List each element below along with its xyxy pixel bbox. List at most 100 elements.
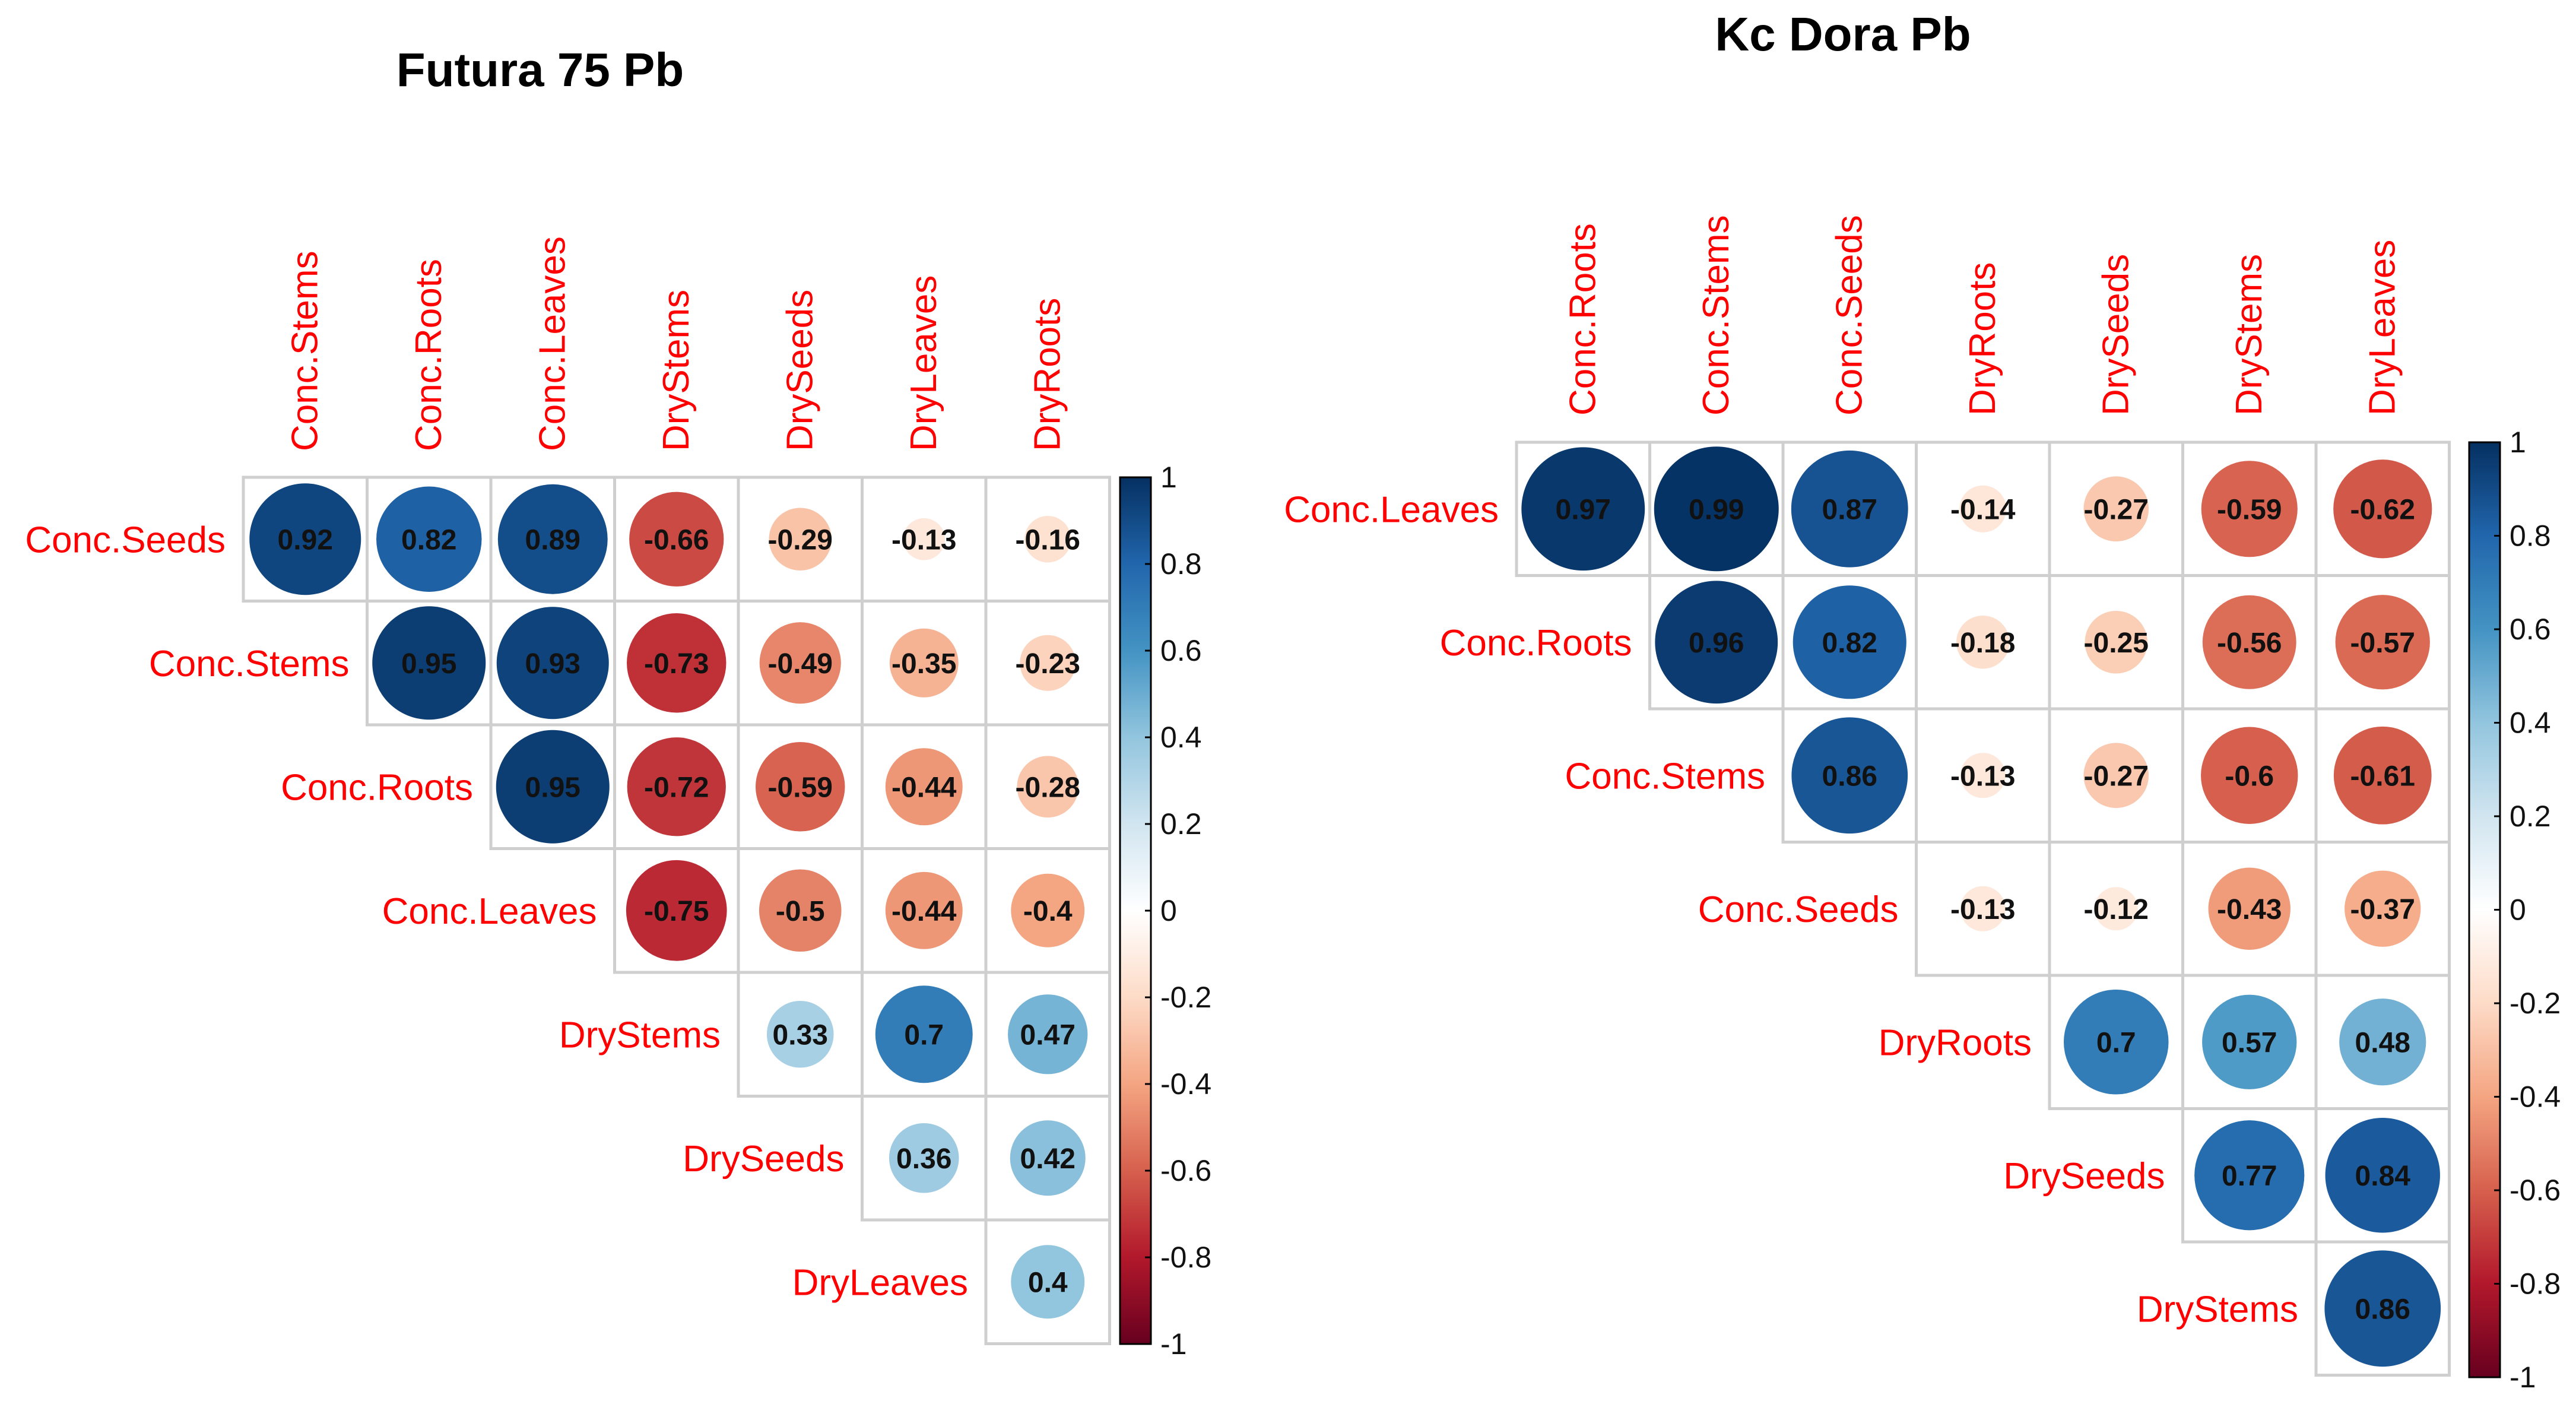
correlation-value: -0.12 bbox=[2084, 894, 2149, 925]
correlation-value: -0.25 bbox=[2084, 627, 2149, 659]
correlation-circle bbox=[496, 730, 610, 844]
panel-kc-dora: Kc Dora Pb 0.97 0.99 0.87 -0.14 -0.27 -0.59 -0… bbox=[1284, 8, 2561, 1394]
correlation-circle bbox=[766, 1000, 834, 1068]
cell-conc-leaves-dryroots: -0.4 bbox=[984, 847, 1111, 974]
cell-conc-stems-conc-roots: 0.95 bbox=[366, 600, 493, 727]
correlation-circle bbox=[2202, 994, 2297, 1089]
row-label: Conc.Seeds bbox=[25, 519, 226, 560]
correlation-value: 0.97 bbox=[1556, 494, 1611, 525]
cell-conc-seeds-dryleaves: -0.37 bbox=[2314, 841, 2451, 977]
correlation-circle bbox=[2325, 1118, 2440, 1233]
row-label: DrySeeds bbox=[2003, 1156, 2165, 1197]
cell-conc-roots-dryseeds: -0.59 bbox=[737, 723, 864, 850]
correlation-value: 0.7 bbox=[904, 1019, 944, 1051]
correlation-value: 0.77 bbox=[2222, 1161, 2277, 1192]
correlation-value: -0.73 bbox=[644, 648, 709, 680]
chart-title: Futura 75 Pb bbox=[396, 43, 684, 96]
cell-dryseeds-drystems: 0.77 bbox=[2181, 1107, 2318, 1244]
correlation-value: -0.16 bbox=[1016, 524, 1080, 556]
correlation-value: -0.23 bbox=[1016, 648, 1080, 680]
correlation-value: -0.72 bbox=[644, 772, 709, 803]
correlation-circle bbox=[1791, 450, 1908, 568]
colorbar-tick-label: 0.4 bbox=[2510, 706, 2551, 740]
correlation-value: 0.93 bbox=[525, 648, 580, 680]
cell-conc-seeds-dryroots: -0.13 bbox=[1915, 841, 2051, 977]
correlation-circle bbox=[1010, 1120, 1086, 1196]
column-label: Conc.Roots bbox=[408, 259, 449, 451]
cell-box bbox=[984, 1218, 1111, 1345]
correlation-circle bbox=[2339, 999, 2426, 1086]
correlation-value: -0.37 bbox=[2350, 894, 2415, 925]
correlation-circle bbox=[2333, 459, 2432, 559]
colorbar-tick-label: -0.6 bbox=[2510, 1174, 2561, 1207]
column-label: DryStems bbox=[2229, 254, 2270, 416]
colorbar-tick-label: 1 bbox=[2510, 426, 2526, 459]
cell-dryroots-dryseeds: 0.7 bbox=[2048, 974, 2184, 1110]
correlation-circle bbox=[1024, 516, 1071, 563]
correlation-circle bbox=[249, 483, 361, 595]
row-label: Conc.Roots bbox=[281, 767, 473, 808]
colorbar-tick-label: -0.8 bbox=[2510, 1267, 2561, 1301]
cell-conc-stems-drystems: -0.73 bbox=[613, 600, 740, 727]
cell-conc-seeds-conc-stems: 0.92 bbox=[242, 476, 369, 603]
correlation-circle bbox=[885, 871, 963, 949]
correlation-value: -0.44 bbox=[892, 896, 957, 927]
correlation-circle bbox=[1960, 886, 2006, 931]
cell-conc-roots-drystems: -0.72 bbox=[613, 723, 740, 850]
correlation-value: -0.13 bbox=[1950, 894, 2015, 925]
colorbar-tick-label: 0.4 bbox=[1160, 721, 1202, 754]
correlation-circle bbox=[903, 518, 946, 560]
correlation-circle bbox=[755, 741, 845, 832]
cell-conc-stems-dryseeds: -0.27 bbox=[2048, 707, 2184, 844]
column-label: DryLeaves bbox=[903, 275, 944, 451]
cell-conc-seeds-drystems: -0.66 bbox=[613, 476, 740, 603]
cell-conc-roots-dryroots: -0.18 bbox=[1915, 574, 2051, 711]
correlation-circle bbox=[759, 622, 841, 704]
cell-dryleaves-dryroots: 0.4 bbox=[984, 1218, 1111, 1345]
column-label: Conc.Stems bbox=[1696, 215, 1737, 416]
correlation-circle bbox=[626, 860, 727, 961]
cell-conc-roots-drystems: -0.56 bbox=[2181, 574, 2318, 711]
column-label: Conc.Stems bbox=[284, 251, 325, 451]
row-label: DryRoots bbox=[1879, 1022, 2032, 1063]
cell-conc-stems-conc-seeds: 0.86 bbox=[1781, 707, 1918, 844]
correlation-circle bbox=[889, 628, 959, 698]
correlation-circle bbox=[1654, 446, 1779, 572]
cell-conc-leaves-drystems: -0.75 bbox=[613, 847, 740, 974]
column-label: DrySeeds bbox=[779, 290, 820, 451]
column-label: DryRoots bbox=[1027, 298, 1068, 451]
correlation-circle bbox=[2335, 595, 2430, 690]
cell-box bbox=[2314, 1240, 2451, 1377]
correlation-value: -0.66 bbox=[644, 524, 709, 556]
correlation-value: 0.95 bbox=[401, 648, 456, 680]
correlation-circle bbox=[2083, 743, 2149, 809]
correlation-value: 0.84 bbox=[2355, 1161, 2411, 1192]
correlation-circle bbox=[889, 1123, 959, 1193]
cell-dryroots-drystems: 0.57 bbox=[2181, 974, 2318, 1110]
cell-conc-seeds-conc-roots: 0.82 bbox=[366, 476, 493, 603]
correlation-value: -0.75 bbox=[644, 896, 709, 927]
correlation-value: 0.7 bbox=[2096, 1027, 2136, 1058]
cell-conc-stems-dryroots: -0.23 bbox=[984, 600, 1111, 727]
correlation-value: -0.13 bbox=[892, 524, 956, 556]
cell-conc-stems-dryseeds: -0.49 bbox=[737, 600, 864, 727]
correlation-circle bbox=[629, 492, 724, 587]
panel-futura: Futura 75 Pb 0.92 0.82 0.89 -0.66 -0.29 -0.13… bbox=[25, 43, 1211, 1361]
colorbar-tick-label: -1 bbox=[1160, 1327, 1187, 1361]
cell-drystems-dryleaves: 0.86 bbox=[2314, 1240, 2451, 1377]
correlation-circle bbox=[1521, 447, 1645, 571]
correlation-circle bbox=[1008, 994, 1088, 1074]
correlation-circle bbox=[2085, 610, 2148, 674]
correlation-value: -0.13 bbox=[1950, 760, 2015, 792]
row-label: DryStems bbox=[2137, 1289, 2298, 1330]
cell-conc-stems-dryleaves: -0.35 bbox=[861, 600, 988, 727]
cell-conc-leaves-conc-roots: 0.97 bbox=[1515, 440, 1651, 577]
correlation-circle bbox=[497, 484, 608, 594]
correlation-value: 0.87 bbox=[1822, 494, 1877, 525]
column-label: Conc.Seeds bbox=[1829, 215, 1870, 416]
correlation-circle bbox=[2324, 1250, 2441, 1367]
correlation-value: -0.61 bbox=[2350, 760, 2415, 792]
correlation-circle bbox=[1956, 615, 2010, 669]
correlation-circle bbox=[885, 748, 963, 826]
correlation-circle bbox=[759, 869, 842, 952]
